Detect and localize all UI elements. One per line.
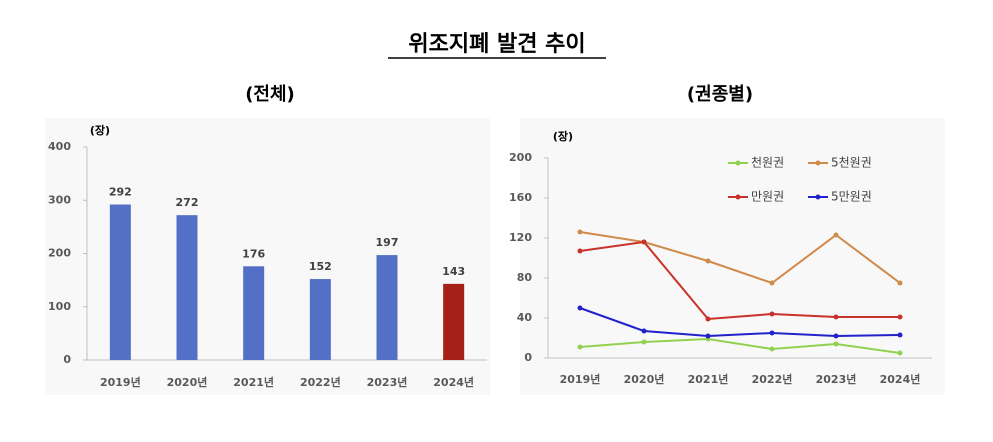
series-point (769, 280, 775, 286)
bar (443, 283, 465, 360)
x-tick-label: 2023년 (816, 372, 857, 386)
chart-title: (전체) (245, 84, 295, 105)
y-tick-label: 80 (517, 271, 533, 284)
series-line (579, 240, 900, 321)
series-point (769, 330, 775, 336)
x-tick-label: 2022년 (300, 375, 341, 389)
series-point (641, 239, 647, 245)
value-label: 143 (442, 265, 465, 278)
legend-swatch-point (735, 194, 741, 200)
legend-swatch-point (815, 160, 821, 166)
x-tick-label: 2024년 (433, 375, 474, 389)
series-line (579, 307, 901, 338)
series-point (705, 333, 711, 339)
series-point (641, 328, 647, 334)
series-point (577, 229, 583, 235)
series-point (897, 350, 903, 356)
y-axis-unit: (장) (553, 129, 573, 143)
bar (176, 215, 198, 360)
series-point (577, 344, 583, 350)
bar (109, 204, 131, 360)
y-axis-unit: (장) (90, 123, 110, 137)
value-label: 176 (242, 247, 265, 260)
legend-swatch-point (735, 160, 741, 166)
series-point (769, 311, 775, 317)
x-tick-label: 2020년 (624, 372, 665, 386)
series-point (897, 314, 903, 320)
series-point (641, 339, 647, 345)
y-tick-label: 200 (48, 247, 71, 260)
legend-label: 천원권 (751, 155, 784, 170)
series-line (579, 337, 901, 354)
bar (309, 279, 331, 360)
series-point (833, 314, 839, 320)
legend-label: 5만원권 (831, 190, 872, 204)
series-point (833, 333, 839, 339)
bar (243, 266, 265, 360)
legend-label: 5천원권 (831, 155, 872, 170)
x-tick-label: 2020년 (167, 375, 208, 389)
x-tick-label: 2021년 (688, 372, 729, 386)
y-tick-label: 40 (517, 311, 533, 324)
y-tick-label: 0 (524, 351, 532, 364)
x-tick-label: 2024년 (880, 372, 921, 386)
series-point (769, 346, 775, 352)
series-point (705, 258, 711, 264)
series-point (833, 232, 839, 238)
chart-title: (권종별) (687, 84, 753, 105)
y-tick-label: 300 (48, 193, 71, 206)
y-tick-label: 0 (63, 353, 71, 366)
x-tick-label: 2023년 (367, 375, 408, 389)
series-point (897, 280, 903, 286)
x-tick-label: 2021년 (233, 375, 274, 389)
value-label: 197 (376, 236, 399, 249)
series-point (705, 316, 711, 322)
legend-swatch-point (815, 194, 821, 200)
y-tick-label: 160 (509, 191, 532, 204)
x-tick-label: 2019년 (560, 372, 601, 386)
x-tick-label: 2022년 (752, 372, 793, 386)
value-label: 152 (309, 260, 332, 273)
y-tick-label: 200 (509, 151, 532, 164)
bar (376, 255, 398, 360)
page-title: 위조지폐 발견 추이 (408, 32, 585, 57)
legend-label: 만원권 (751, 190, 784, 204)
y-tick-label: 100 (48, 300, 71, 313)
y-tick-label: 400 (48, 140, 71, 153)
series-point (577, 248, 583, 254)
right-panel (520, 118, 945, 395)
y-tick-label: 120 (509, 231, 532, 244)
x-tick-label: 2019년 (100, 375, 141, 389)
series-point (897, 332, 903, 338)
value-label: 272 (176, 196, 199, 209)
series-point (577, 305, 583, 311)
series-point (833, 341, 839, 347)
series-line (579, 231, 901, 285)
value-label: 292 (109, 186, 132, 199)
